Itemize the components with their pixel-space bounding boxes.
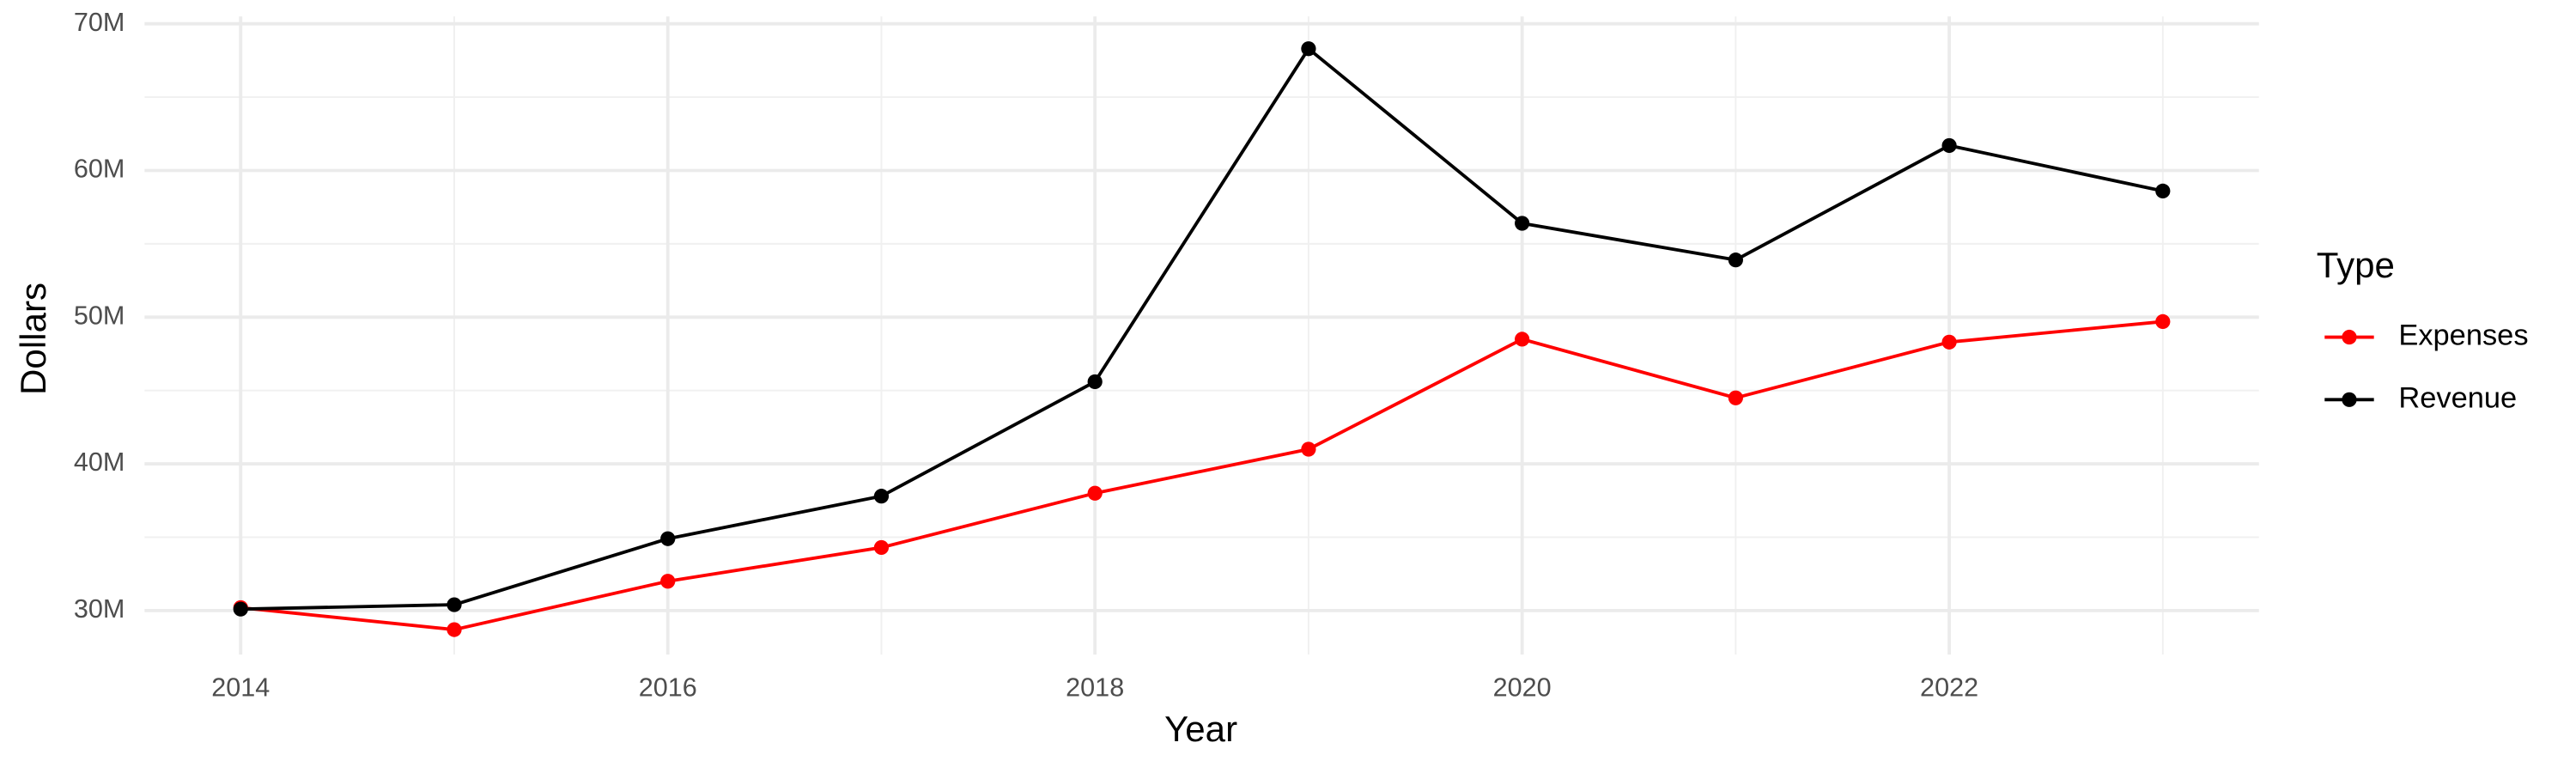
y-tick-label: 70M <box>74 8 125 37</box>
data-point <box>1087 485 1103 501</box>
x-tick-label: 2022 <box>1920 673 1978 702</box>
legend-label: Revenue <box>2398 381 2517 414</box>
data-point <box>1941 137 1957 154</box>
legend-key-point <box>2342 392 2357 407</box>
marks <box>233 41 2171 637</box>
y-tick-label: 60M <box>74 155 125 184</box>
data-point <box>660 531 676 546</box>
y-tick-label: 30M <box>74 594 125 624</box>
series-line <box>240 46 2164 612</box>
series-line <box>240 320 2163 632</box>
legend-item: Revenue <box>2324 381 2517 414</box>
x-tick-label: 2018 <box>1066 673 1124 702</box>
data-point <box>1728 253 1743 268</box>
legend-key-point <box>2342 329 2357 345</box>
data-point <box>1728 390 1743 405</box>
data-point <box>447 622 462 637</box>
data-point <box>1087 374 1103 390</box>
legend-title: Type <box>2317 245 2395 285</box>
data-point <box>1515 332 1530 347</box>
data-point <box>1515 216 1530 231</box>
y-axis-title: Dollars <box>13 283 53 395</box>
data-point <box>2155 183 2171 199</box>
y-tick-label: 40M <box>74 447 125 477</box>
data-point <box>1301 41 1316 57</box>
y-tick-label: 50M <box>74 301 125 330</box>
data-point <box>2155 313 2171 330</box>
x-tick-label: 2016 <box>639 673 697 702</box>
x-tick-label: 2014 <box>211 673 270 702</box>
data-point <box>447 597 462 612</box>
data-point <box>660 574 676 589</box>
x-tick-label: 2020 <box>1493 673 1552 702</box>
data-point <box>1941 334 1957 350</box>
grid <box>144 16 2259 655</box>
data-point <box>873 489 890 504</box>
data-point <box>233 601 248 617</box>
legend-label: Expenses <box>2398 320 2528 352</box>
data-point <box>873 539 890 556</box>
legend-item: Expenses <box>2324 320 2529 352</box>
data-point <box>1301 441 1316 457</box>
x-axis-title: Year <box>1164 709 1237 749</box>
